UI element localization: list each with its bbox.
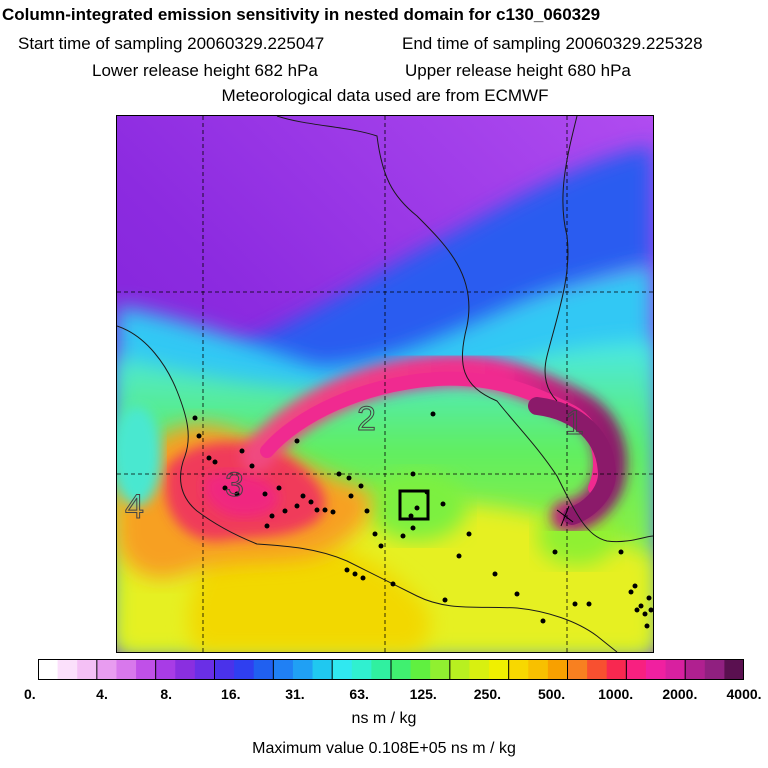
colorbar-swatch	[116, 659, 137, 680]
region-label-1: 1	[565, 404, 584, 442]
coastlines	[117, 116, 653, 652]
upper-release-height: Upper release height 680 hPa	[405, 61, 631, 80]
start-time: Start time of sampling 20060329.225047	[18, 34, 325, 53]
colorbar-swatch	[724, 659, 744, 680]
colorbar-tick-label: 2000.	[662, 686, 698, 702]
region-label-3: 3	[225, 466, 244, 504]
colorbar	[38, 659, 744, 680]
colorbar-swatch	[391, 659, 412, 680]
colorbar-swatch	[645, 659, 667, 680]
colorbar-swatch	[567, 659, 588, 680]
colorbar-swatch	[626, 659, 647, 680]
colorbar-swatch	[547, 659, 568, 680]
colorbar-swatch	[508, 659, 529, 680]
lower-release-height: Lower release height 682 hPa	[92, 61, 318, 80]
colorbar-tick-label: 4000.	[726, 686, 762, 702]
end-time: End time of sampling 20060329.225328	[402, 34, 703, 53]
maximum-value: Maximum value 0.108E+05 ns m / kg	[252, 740, 516, 757]
release-box	[398, 489, 430, 521]
colorbar-swatch	[371, 659, 392, 680]
colorbar-swatch	[704, 659, 725, 680]
colorbar-swatch	[606, 659, 627, 680]
observation-dots	[192, 411, 653, 629]
colorbar-swatch	[253, 659, 274, 680]
colorbar-swatch	[234, 659, 255, 680]
colorbar-swatch	[77, 659, 98, 680]
colorbar-units: ns m / kg	[351, 710, 417, 727]
colorbar-swatch	[332, 659, 353, 680]
colorbar-swatch	[312, 659, 333, 680]
colorbar-swatch	[214, 659, 235, 680]
colorbar-swatch	[489, 659, 510, 680]
colorbar-tick-label: 250.	[473, 686, 502, 702]
colorbar-tick-label: 8.	[160, 686, 173, 702]
colorbar-swatch	[685, 659, 706, 680]
colorbar-tick-label: 31.	[285, 686, 305, 702]
colorbar-swatch	[665, 659, 686, 680]
colorbar-swatch	[430, 659, 451, 680]
colorbar-swatch	[273, 659, 294, 680]
colorbar-tick-label: 500.	[537, 686, 566, 702]
colorbar-swatch	[587, 659, 608, 680]
colorbar-swatch	[469, 659, 490, 680]
colorbar-swatch	[528, 659, 549, 680]
colorbar-tick-label: 1000.	[598, 686, 634, 702]
colorbar-tick-label: 125.	[409, 686, 437, 702]
cross-marker	[556, 505, 574, 527]
colorbar-swatch	[194, 659, 215, 680]
colorbar-swatch	[410, 659, 431, 680]
sensitivity-map: 1 2 3 4	[116, 115, 654, 653]
colorbar-swatch	[136, 659, 157, 680]
region-label-2: 2	[357, 400, 376, 438]
colorbar-swatch	[155, 659, 176, 680]
met-data-source: Meteorological data used are from ECMWF	[221, 86, 549, 105]
plot-title: Column-integrated emission sensitivity i…	[2, 5, 601, 24]
colorbar-frame	[38, 659, 744, 680]
colorbar-tick-label: 0.	[24, 686, 36, 702]
graticule	[117, 116, 653, 652]
region-labels: 1 2 3 4	[125, 400, 585, 527]
colorbar-swatch	[292, 659, 314, 680]
colorbar-swatch	[175, 659, 196, 680]
colorbar-tick-label: 63.	[349, 686, 369, 702]
colorbar-tick-label: 16.	[221, 686, 241, 702]
map-canvas: 1 2 3 4	[117, 116, 653, 652]
colorbar-swatch	[96, 659, 117, 680]
region-label-4: 4	[125, 488, 144, 526]
colorbar-swatch	[449, 659, 470, 680]
colorbar-swatch	[57, 659, 78, 680]
colorbar-swatch	[38, 659, 59, 680]
colorbar-swatch	[351, 659, 372, 680]
colorbar-tick-label: 4.	[96, 686, 108, 702]
